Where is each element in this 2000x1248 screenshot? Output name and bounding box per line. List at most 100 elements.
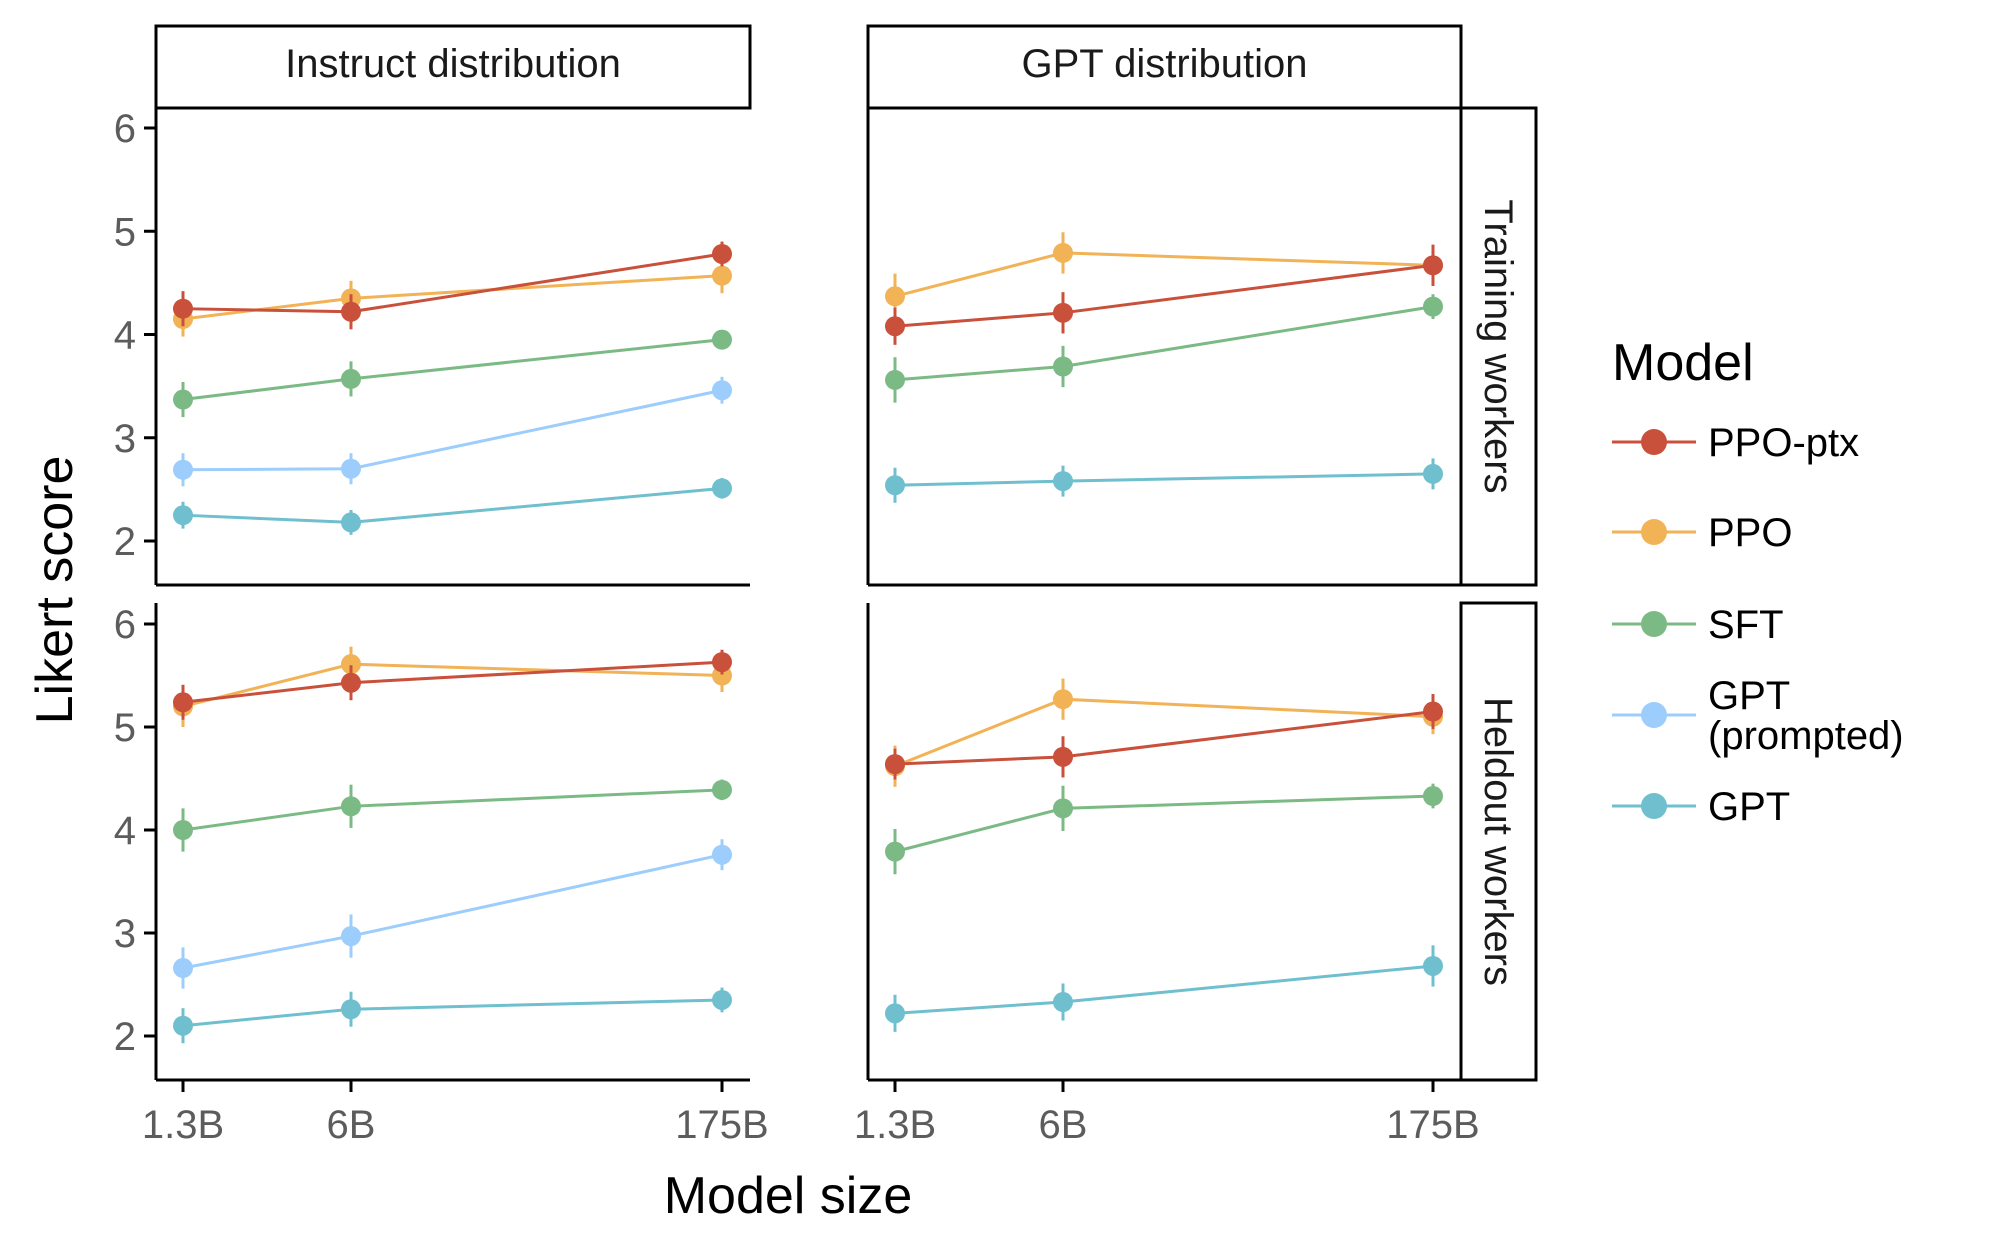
- series-line: [182, 788, 723, 832]
- legend-marker: [1641, 702, 1667, 728]
- series-sft: [885, 294, 1443, 403]
- legend-item: GPT (prompted): [1612, 674, 1904, 758]
- data-point: [885, 475, 905, 496]
- legend-label-line: SFT: [1708, 603, 1784, 647]
- series-line: [894, 472, 1434, 487]
- series-line: [894, 964, 1434, 1015]
- series-sft: [173, 779, 732, 852]
- panel: [866, 106, 1461, 587]
- row-strip: [1459, 601, 1538, 1082]
- legend-marker: [1641, 519, 1667, 545]
- legend-label-line: GPT: [1708, 785, 1790, 829]
- column-strip-label: Instruct distribution: [285, 42, 621, 86]
- data-point: [712, 329, 732, 350]
- data-point: [1423, 463, 1443, 484]
- y-tick-label: 4: [114, 809, 136, 853]
- data-point: [712, 380, 732, 401]
- y-tick-label: 2: [114, 520, 136, 564]
- data-point: [173, 459, 193, 480]
- data-point: [341, 368, 361, 389]
- series-gpt: [885, 945, 1443, 1032]
- series-ppo: [885, 678, 1443, 787]
- panel: 2 3 4 5 6 1.3B 6B 175B: [114, 603, 769, 1147]
- data-point: [1053, 992, 1073, 1013]
- series-line: [182, 998, 723, 1028]
- data-point: [341, 654, 361, 675]
- x-axis-title: Model size: [664, 1167, 913, 1225]
- y-tick-label: 3: [114, 417, 136, 461]
- x-tick-label: 175B: [675, 1103, 768, 1147]
- data-point: [341, 796, 361, 817]
- panels: Instruct distribution GPT distribution Tra…: [114, 24, 1538, 1147]
- data-point: [173, 389, 193, 410]
- legend-title: Model: [1612, 334, 1754, 392]
- legend-item: GPT: [1612, 785, 1790, 829]
- data-point: [173, 692, 193, 713]
- series-ppo-ptx: [885, 244, 1443, 345]
- data-point: [885, 1003, 905, 1024]
- x-tick-label: 6B: [1039, 1103, 1088, 1147]
- legend-label: PPO-ptx: [1708, 421, 1859, 465]
- data-point: [341, 999, 361, 1020]
- data-point: [712, 265, 732, 286]
- row-strip-label: Training workers: [1476, 199, 1520, 493]
- y-tick-label: 3: [114, 912, 136, 956]
- y-tick-label: 2: [114, 1015, 136, 1059]
- data-point: [1053, 689, 1073, 710]
- series-sft: [173, 329, 732, 418]
- data-point: [341, 926, 361, 947]
- legend-item: SFT: [1612, 603, 1784, 647]
- series-gpt-prompted: [173, 839, 732, 989]
- row-strip: [1459, 106, 1538, 587]
- series-line: [182, 486, 723, 524]
- series-gpt: [885, 458, 1443, 503]
- legend-item: PPO-ptx: [1612, 421, 1859, 465]
- series-line: [182, 853, 723, 970]
- legend-label: PPO: [1708, 511, 1792, 555]
- data-point: [341, 458, 361, 479]
- data-point: [341, 301, 361, 322]
- data-point: [712, 243, 732, 264]
- data-point: [885, 286, 905, 307]
- series-line: [182, 252, 723, 314]
- data-point: [173, 298, 193, 319]
- series-ppo-ptx: [173, 241, 732, 330]
- series-gpt: [173, 478, 732, 535]
- data-point: [173, 958, 193, 979]
- series-line: [894, 710, 1434, 766]
- data-point: [173, 820, 193, 840]
- data-point: [712, 478, 732, 499]
- series-line: [182, 388, 723, 472]
- data-point: [885, 316, 905, 337]
- x-tick-label: 1.3B: [854, 1103, 936, 1147]
- series-sft: [885, 783, 1443, 875]
- x-tick-label: 6B: [327, 1103, 376, 1147]
- data-point: [173, 1015, 193, 1036]
- data-point: [341, 512, 361, 533]
- series-line: [894, 794, 1434, 854]
- column-strip-label: GPT distribution: [1021, 42, 1307, 86]
- y-tick-label: 5: [114, 210, 136, 254]
- panel: 2 3 4 5 6: [114, 107, 750, 587]
- y-tick-label: 6: [114, 107, 136, 151]
- series-line: [182, 338, 723, 402]
- column-strip: [154, 24, 752, 110]
- legend-label: GPT (prompted): [1708, 674, 1904, 758]
- panel: 1.3B 6B 175B: [854, 603, 1480, 1147]
- legend-label-line: PPO-ptx: [1708, 421, 1859, 465]
- data-point: [712, 989, 732, 1010]
- legend-label-line: PPO: [1708, 511, 1792, 555]
- y-tick-label: 6: [114, 603, 136, 647]
- data-point: [1423, 255, 1443, 276]
- series-ppo-ptx: [885, 694, 1443, 780]
- data-point: [1053, 471, 1073, 492]
- data-point: [1053, 356, 1073, 377]
- legend-item: PPO: [1612, 511, 1792, 555]
- data-point: [1053, 798, 1073, 819]
- y-tick-label: 5: [114, 706, 136, 750]
- legend-label: SFT: [1708, 603, 1784, 647]
- legend-marker: [1641, 611, 1667, 637]
- data-point: [1053, 242, 1073, 263]
- data-point: [885, 754, 905, 775]
